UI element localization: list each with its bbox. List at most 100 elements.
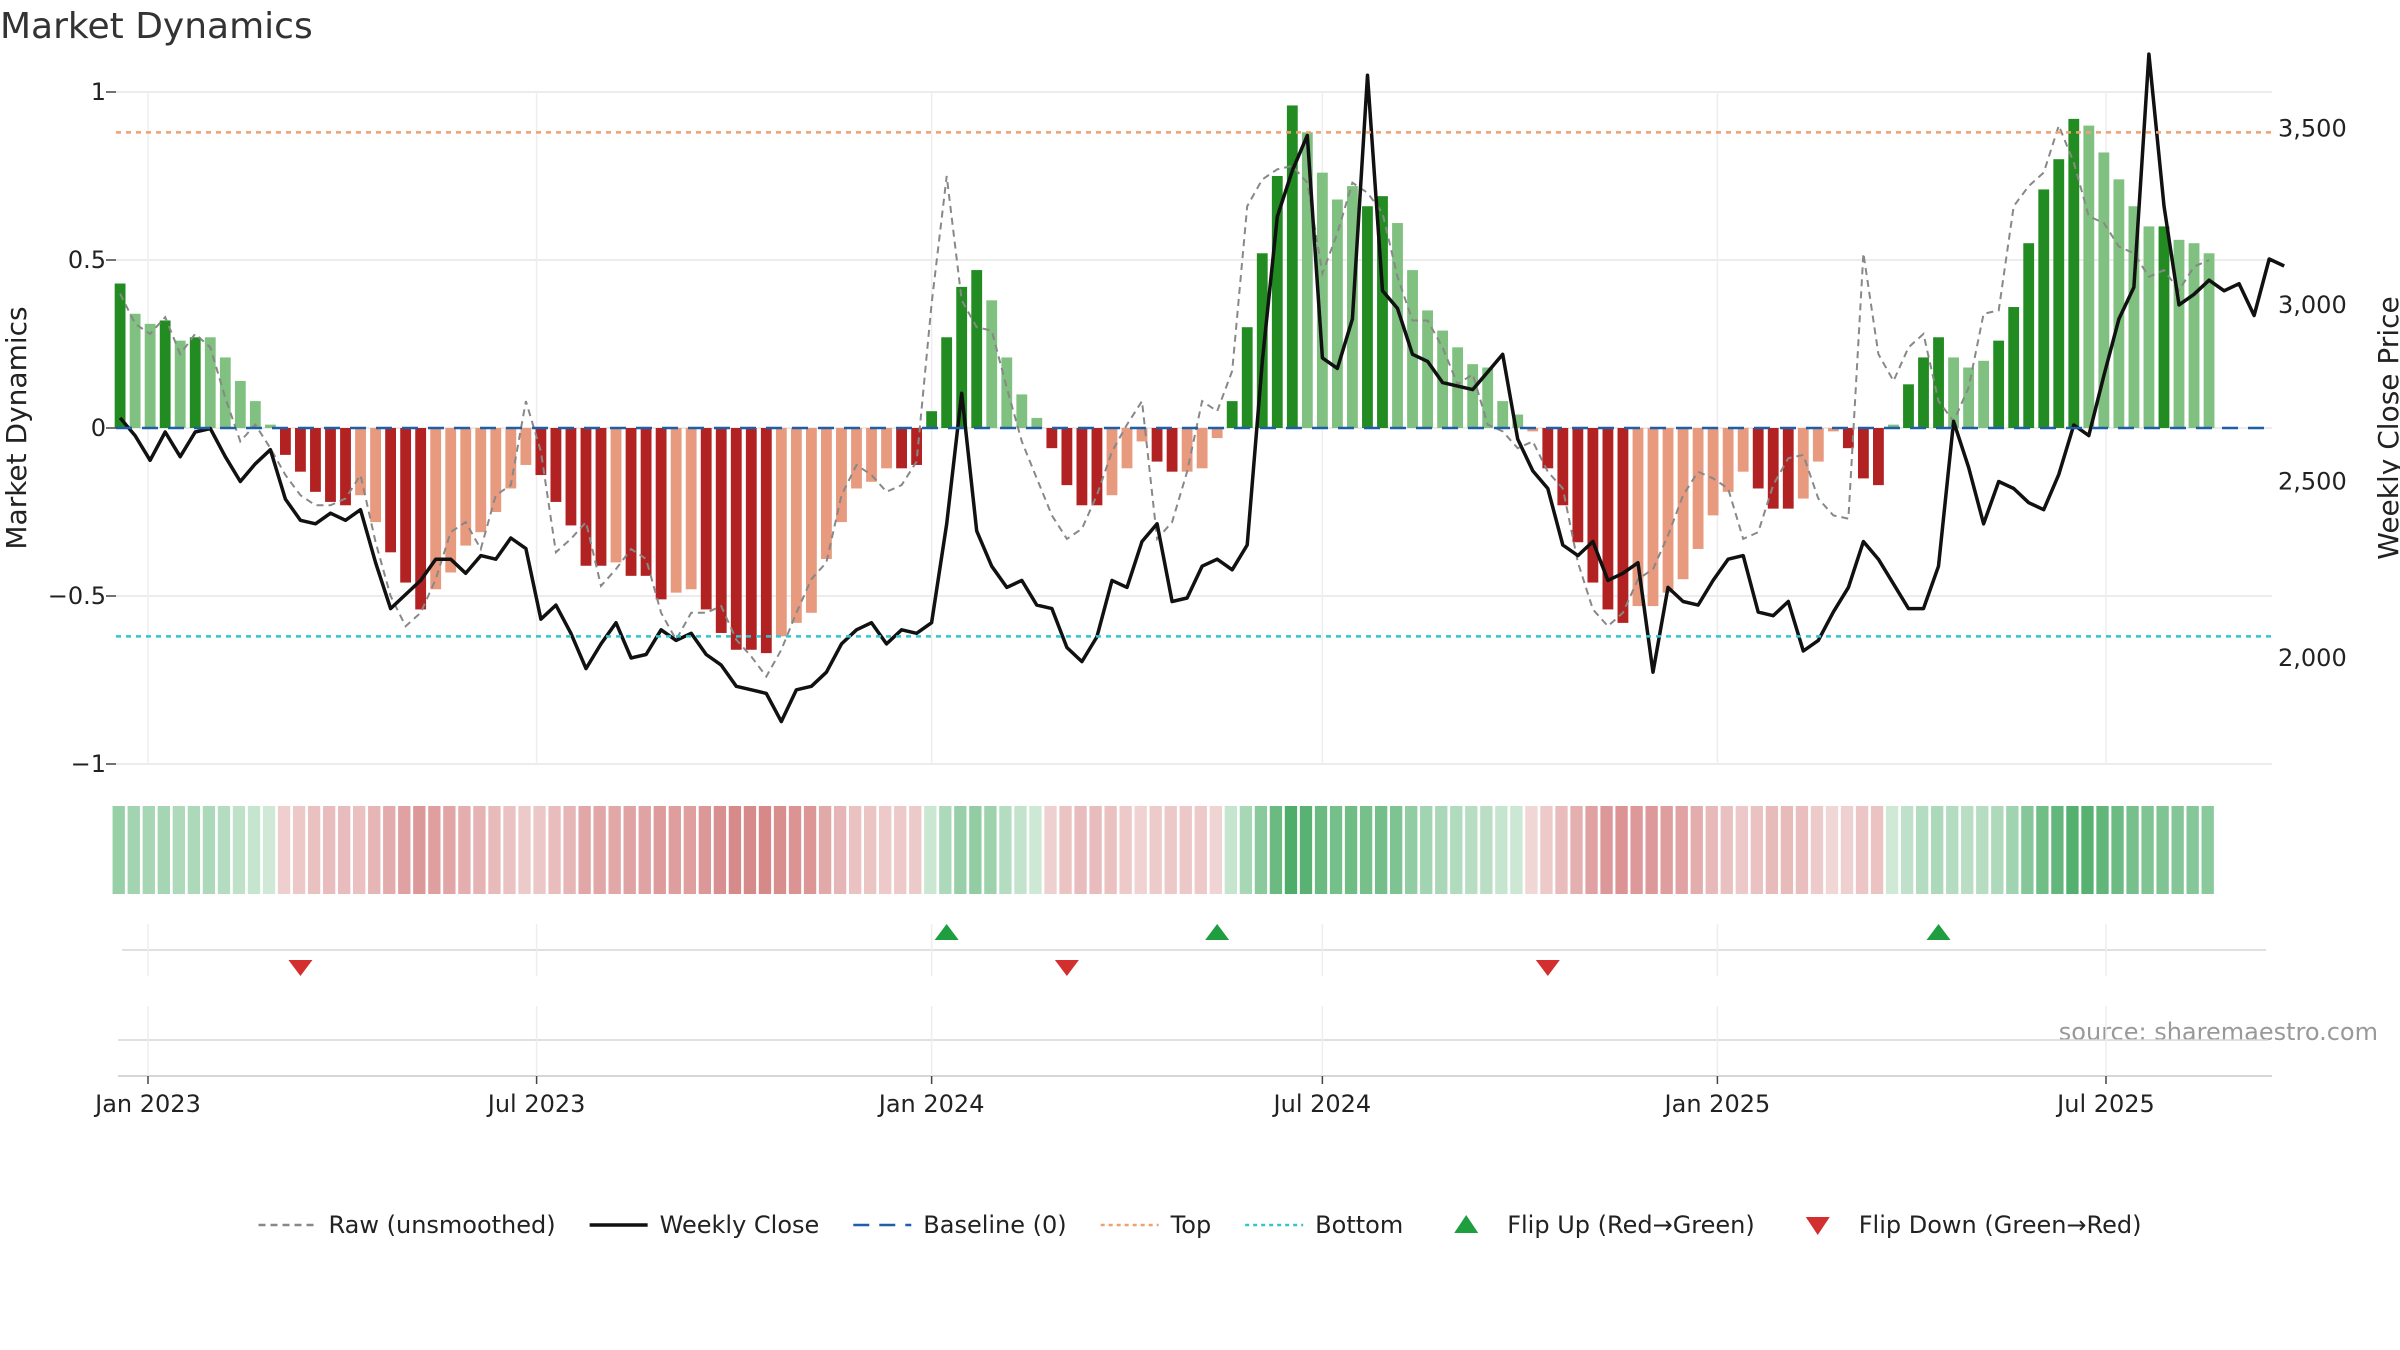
ribbon-cell	[112, 806, 125, 894]
dynamics-bar	[836, 428, 847, 523]
dynamics-bar	[565, 428, 577, 526]
dynamics-bar	[1316, 172, 1328, 428]
dynamics-bar	[535, 428, 547, 476]
y-tick-label: −1	[71, 750, 106, 778]
ribbon-cell	[1570, 806, 1583, 894]
ribbon-cell	[668, 806, 681, 894]
dynamics-bar	[1918, 357, 1929, 428]
dynamics-bar	[1903, 384, 1914, 428]
ribbon-cell	[2126, 806, 2139, 894]
ribbon-cell	[2096, 806, 2109, 894]
dynamics-bar	[866, 428, 877, 482]
dynamics-bar	[851, 428, 862, 489]
dynamics-bar	[1527, 428, 1539, 432]
y-tick-label: 0.5	[68, 246, 106, 274]
dynamics-bar	[1106, 428, 1118, 496]
ribbon-cell	[1224, 806, 1238, 894]
ribbon-cell	[2141, 806, 2154, 894]
y2-tick-label: 3,500	[2278, 114, 2347, 142]
close-line-layer	[118, 52, 2285, 724]
ribbon-cell	[217, 806, 231, 894]
ribbon-cell	[1314, 806, 1328, 894]
ribbon-cell	[1750, 806, 1764, 894]
legend-label: Flip Up (Red→Green)	[1507, 1211, 1755, 1239]
ribbon-cell	[1450, 806, 1463, 894]
x-tick-label: Jan 2025	[1663, 1090, 1771, 1118]
dynamics-bar	[956, 286, 968, 428]
x-tick-label: Jul 2023	[486, 1090, 586, 1118]
ribbon-cell	[1810, 806, 1824, 894]
ribbon-cell	[1525, 806, 1538, 894]
dynamics-bar	[1061, 428, 1073, 486]
ribbon-cell	[2021, 806, 2034, 894]
dynamics-bar	[279, 428, 291, 455]
dynamics-bar	[1256, 253, 1268, 428]
ribbon-cell	[383, 806, 396, 894]
dynamics-bar	[490, 428, 502, 512]
flip-down-marker	[1054, 960, 1079, 976]
dynamics-bar	[1978, 360, 1990, 428]
bar-layer	[114, 105, 2215, 654]
dynamics-bar	[1076, 428, 1088, 506]
dynamics-bar	[219, 357, 231, 428]
dynamics-bar	[1467, 364, 1479, 428]
ribbon-cell	[608, 806, 621, 894]
ribbon-cell	[142, 806, 155, 894]
dynamics-bar	[1602, 428, 1614, 610]
legend-label: Flip Down (Green→Red)	[1859, 1211, 2142, 1239]
ribbon-cell	[488, 806, 501, 894]
ribbon-cell	[1209, 806, 1222, 894]
ribbon-cell	[1705, 806, 1718, 894]
dynamics-bar	[1888, 424, 1899, 428]
dynamics-bar	[2128, 206, 2140, 428]
flip-up-marker	[934, 924, 959, 940]
dynamics-bar	[174, 340, 186, 428]
ribbon-cell	[1495, 806, 1508, 894]
ribbon-cell	[909, 806, 922, 894]
flip-down-marker	[1535, 960, 1560, 976]
dynamics-bar	[2008, 307, 2020, 428]
dynamics-bar	[1647, 428, 1659, 607]
ribbon-cell	[1825, 806, 1839, 894]
dynamics-bar	[1512, 414, 1524, 428]
dynamics-bar	[1016, 394, 1028, 428]
dynamics-bar	[1933, 337, 1944, 428]
ribbon-cell	[2006, 806, 2019, 894]
ribbon-cell	[939, 806, 952, 894]
ribbon-cell	[833, 806, 847, 894]
ribbon-cell	[728, 806, 742, 894]
ribbon-cell	[1164, 806, 1177, 894]
dynamics-bar	[1091, 428, 1103, 506]
dynamics-bar	[1151, 428, 1163, 462]
ribbon-cell	[924, 806, 937, 894]
dynamics-bar	[2023, 243, 2035, 428]
y2-axis-label: Weekly Close Price	[2372, 296, 2400, 559]
ribbon-cell	[848, 806, 862, 894]
ribbon-cell	[1194, 806, 1207, 894]
ribbon-cell	[1780, 806, 1794, 894]
dynamics-bar	[370, 428, 381, 523]
dynamics-bar	[505, 428, 517, 489]
ribbon-cell	[713, 806, 727, 894]
dynamics-bar	[1797, 428, 1809, 499]
ribbon-cell	[1179, 806, 1192, 894]
ribbon-cell	[1405, 806, 1418, 894]
ribbon-cell	[1976, 806, 1989, 894]
dynamics-bar	[1767, 428, 1779, 509]
ribbon-cell	[1044, 806, 1057, 894]
ribbon-cell	[187, 806, 201, 894]
dynamics-bar	[700, 428, 712, 610]
ribbon-cell	[277, 806, 291, 894]
ribbon-cell	[1254, 806, 1268, 894]
ribbon-cell	[999, 806, 1012, 894]
dynamics-bar	[1948, 357, 1959, 428]
dynamics-bar	[1827, 428, 1839, 432]
legend-label: Raw (unsmoothed)	[329, 1211, 556, 1239]
dynamics-bar	[1166, 428, 1178, 472]
dynamics-bar	[295, 428, 306, 472]
ribbon-cell	[1540, 806, 1553, 894]
ribbon-cell	[758, 806, 772, 894]
dynamics-bar	[400, 428, 412, 583]
y2-tick-label: 2,000	[2278, 644, 2347, 672]
